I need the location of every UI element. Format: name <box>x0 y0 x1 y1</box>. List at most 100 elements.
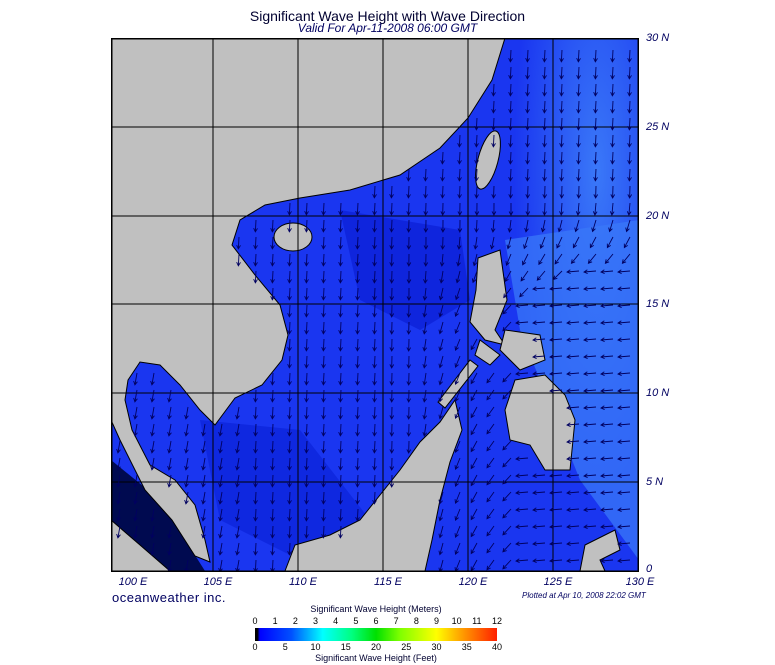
graticule <box>111 38 638 571</box>
wave-direction-arrow <box>270 406 275 420</box>
wave-direction-arrow <box>610 151 615 165</box>
wave-direction-arrow <box>502 491 512 502</box>
wave-direction-arrow <box>440 151 445 165</box>
wave-direction-arrow <box>542 49 547 63</box>
wave-direction-arrow <box>600 507 614 513</box>
wave-direction-arrow <box>389 457 395 471</box>
colorbar-meter-tick: 9 <box>433 616 439 626</box>
colorbar-feet-tick: 10 <box>310 642 321 652</box>
wave-direction-arrow <box>321 440 326 454</box>
wave-direction-arrow <box>406 406 412 420</box>
wave-direction-arrow <box>486 372 495 384</box>
lon-label: 110 E <box>289 576 317 588</box>
wave-direction-arrow <box>438 542 444 556</box>
wave-direction-arrow <box>532 320 546 326</box>
wave-direction-arrow <box>270 389 275 403</box>
wave-direction-arrow <box>406 338 412 352</box>
wave-direction-arrow <box>583 405 597 411</box>
wave-direction-arrow <box>491 117 496 131</box>
wave-direction-arrow <box>549 558 563 564</box>
wave-direction-arrow <box>474 219 479 233</box>
wave-direction-arrow <box>355 236 360 250</box>
wave-direction-arrow <box>287 287 292 301</box>
wave-direction-arrow <box>133 406 138 420</box>
wave-direction-arrow <box>150 542 155 556</box>
wave-direction-arrow <box>625 219 631 233</box>
wave-direction-arrow <box>532 371 546 377</box>
wave-direction-arrow <box>502 474 512 485</box>
wave-direction-arrow <box>457 219 463 233</box>
wave-direction-arrow <box>566 371 580 377</box>
wave-direction-arrow <box>304 474 309 488</box>
wave-direction-arrow <box>617 269 631 275</box>
wave-direction-arrow <box>406 304 412 318</box>
wave-direction-arrow <box>470 389 478 402</box>
wave-direction-arrow <box>502 508 512 519</box>
wave-direction-arrow <box>235 457 240 471</box>
wave-direction-arrow <box>559 83 564 97</box>
wave-direction-arrow <box>321 270 326 284</box>
wave-direction-arrow <box>270 372 275 386</box>
wave-direction-arrow <box>167 542 172 556</box>
wave-direction-arrow <box>423 185 428 199</box>
wave-direction-arrow <box>576 168 581 182</box>
wave-direction-arrow <box>474 151 479 165</box>
wave-direction-arrow <box>184 474 189 488</box>
wave-direction-arrow <box>150 423 155 437</box>
wave-direction-arrow <box>600 286 614 292</box>
wave-direction-arrow <box>321 253 326 267</box>
wave-direction-arrow <box>287 355 292 369</box>
wave-direction-arrow <box>372 202 377 216</box>
wave-direction-arrow <box>287 423 292 437</box>
wave-direction-arrow <box>355 474 360 488</box>
wave-direction-arrow <box>338 236 343 250</box>
wave-direction-arrow <box>184 406 189 420</box>
lat-label: 0 <box>646 563 653 575</box>
wave-direction-arrow <box>422 423 428 437</box>
wave-direction-arrow <box>525 83 530 97</box>
wave-direction-arrow <box>321 423 326 437</box>
lon-label: 125 E <box>543 576 573 588</box>
wave-direction-arrow <box>604 253 614 265</box>
wave-direction-arrow <box>389 355 395 369</box>
wave-direction-arrow <box>471 270 478 284</box>
wave-direction-arrow <box>486 423 495 435</box>
wave-direction-arrow <box>440 185 445 199</box>
wave-direction-arrow <box>627 185 633 199</box>
wave-direction-arrow <box>287 525 292 539</box>
colorbar-feet-tick: 30 <box>431 642 442 652</box>
wave-direction-arrow <box>406 372 412 386</box>
wave-direction-arrow <box>549 388 563 394</box>
wave-direction-arrow <box>502 525 512 536</box>
wave-direction-arrow <box>617 558 631 564</box>
wave-direction-arrow <box>542 202 547 216</box>
colorbar-meter-tick: 1 <box>272 616 278 626</box>
wave-direction-arrow <box>583 507 597 513</box>
wave-direction-arrow <box>470 457 478 470</box>
wave-direction-arrow <box>454 508 461 521</box>
wave-direction-arrow <box>304 202 309 216</box>
wave-direction-arrow <box>116 491 121 505</box>
wave-direction-arrow <box>389 219 394 233</box>
wave-direction-arrow <box>489 236 495 250</box>
wave-direction-arrow <box>133 474 138 488</box>
wave-direction-arrow <box>218 457 223 471</box>
wave-direction-arrow <box>406 287 412 301</box>
wave-direction-arrow <box>304 423 309 437</box>
wave-direction-arrow <box>474 202 480 216</box>
wave-direction-arrow <box>617 337 631 343</box>
wave-direction-arrow <box>583 354 597 360</box>
wave-direction-arrow <box>566 303 580 309</box>
wave-direction-arrow <box>253 474 258 488</box>
wave-direction-arrow <box>559 185 565 199</box>
wave-direction-arrow <box>542 83 547 97</box>
wave-direction-arrow <box>253 389 258 403</box>
wave-direction-arrow <box>372 389 377 403</box>
wave-direction-arrow <box>457 168 462 182</box>
wave-direction-arrow <box>321 389 326 403</box>
wave-direction-arrow <box>304 253 309 267</box>
wave-direction-arrow <box>525 151 530 165</box>
wave-direction-arrow <box>593 49 598 63</box>
wave-direction-arrow <box>270 253 275 267</box>
wave-direction-arrow <box>389 338 395 352</box>
